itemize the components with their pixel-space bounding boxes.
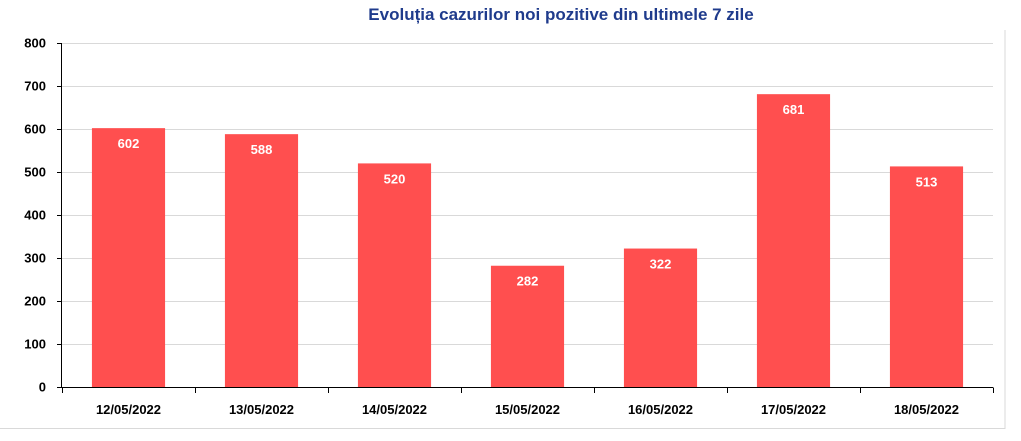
data-label: 681 — [783, 102, 805, 117]
y-tick-label: 0 — [39, 380, 46, 395]
y-tick-label: 800 — [24, 36, 46, 51]
y-tick-label: 500 — [24, 165, 46, 180]
x-tick-label: 12/05/2022 — [96, 402, 161, 417]
y-tick-label: 300 — [24, 251, 46, 266]
axes — [57, 43, 994, 393]
data-label: 322 — [650, 257, 672, 272]
x-tick-label: 15/05/2022 — [495, 402, 560, 417]
bar — [889, 166, 964, 387]
x-tick-label: 13/05/2022 — [229, 402, 294, 417]
y-tick-label: 100 — [24, 337, 46, 352]
bar — [623, 248, 698, 387]
bars — [91, 94, 964, 388]
data-labels: 602 588 520 282 322 681 513 — [118, 102, 938, 289]
y-axis-tick-labels: 0 100 200 300 400 500 600 700 800 — [24, 36, 46, 395]
bar — [490, 265, 565, 387]
data-label: 513 — [916, 174, 938, 189]
bar — [357, 163, 432, 387]
x-tick-label: 18/05/2022 — [894, 402, 959, 417]
x-tick-label: 16/05/2022 — [628, 402, 693, 417]
data-label: 282 — [517, 274, 539, 289]
x-tick-label: 17/05/2022 — [761, 402, 826, 417]
chart-title: Evoluția cazurilor noi pozitive din ulti… — [368, 5, 753, 24]
y-tick-label: 400 — [24, 208, 46, 223]
bar — [91, 128, 166, 387]
bar — [224, 134, 299, 387]
x-tick-label: 14/05/2022 — [362, 402, 427, 417]
data-label: 588 — [251, 142, 273, 157]
y-tick-label: 600 — [24, 122, 46, 137]
y-tick-label: 200 — [24, 294, 46, 309]
data-label: 602 — [118, 136, 140, 151]
x-axis-tick-labels: 12/05/2022 13/05/2022 14/05/2022 15/05/2022… — [96, 402, 959, 417]
y-tick-label: 700 — [24, 79, 46, 94]
bar — [756, 94, 831, 388]
data-label: 520 — [384, 171, 406, 186]
